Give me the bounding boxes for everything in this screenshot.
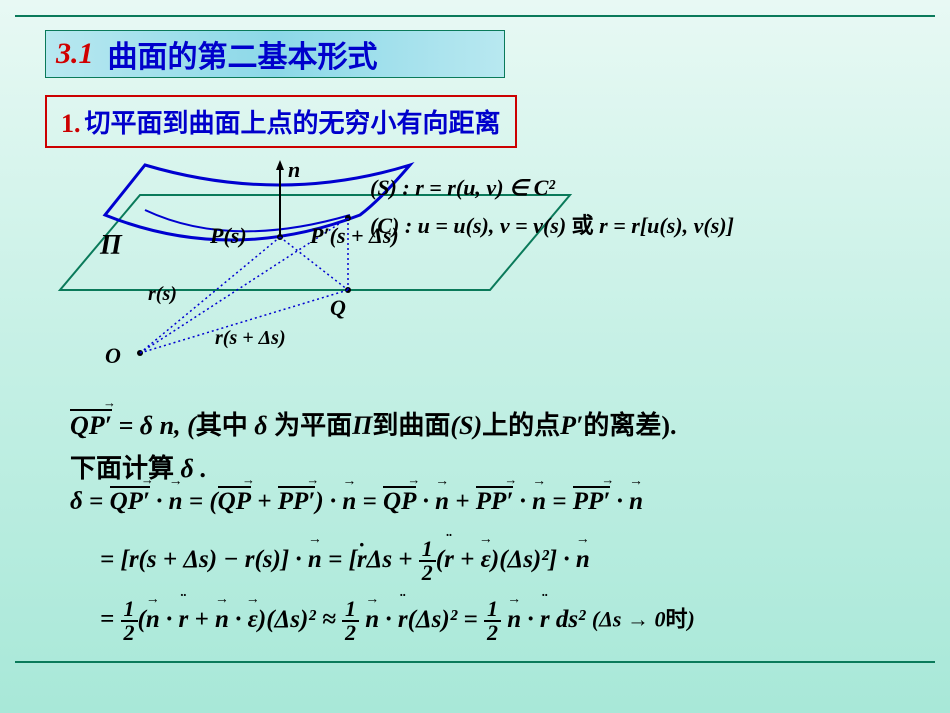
delta-sym: δ	[248, 411, 274, 440]
frac-half-1: 12	[419, 538, 436, 584]
title-text: 曲面的第二基本形式	[108, 32, 378, 76]
label-rsds: r(s + Δs)	[215, 327, 286, 350]
cn-daoqumian: 到曲面	[372, 411, 450, 440]
cn-weipingmian: 为平面	[274, 411, 352, 440]
title-bar: 3.1 曲面的第二基本形式	[45, 30, 505, 78]
s-sym: (S)	[450, 411, 482, 440]
vec-qp: QP	[218, 488, 251, 516]
paren-open: , (	[174, 411, 196, 440]
delta-eq: δ =	[70, 488, 110, 515]
dot-n-1: · n = (	[150, 488, 218, 515]
cn-xiamianjisuan: 下面计算	[70, 454, 174, 483]
subtitle-number: 1.	[61, 109, 81, 138]
vec-ppp-3: PP′	[573, 488, 611, 516]
vec-qp-2: QP	[383, 488, 416, 516]
limit-text: (Δs → 0时)	[592, 607, 695, 632]
eq5-start: =	[100, 606, 121, 633]
cn-qizhong: 其中	[196, 411, 248, 440]
vec-qpprime: QP′	[70, 411, 112, 441]
curve-def-r: r = r[u(s), v(s)]	[599, 213, 734, 238]
frac-half-4: 12	[484, 598, 501, 644]
plus-1: +	[251, 488, 278, 515]
derivation-line-2: 下面计算 δ .	[70, 448, 207, 485]
label-o: O	[105, 343, 121, 369]
derivation-line-3: δ = QP′ · n = (QP + PP′) · n = QP · n + …	[70, 488, 643, 516]
surface-def-2: (C) : u = u(s), v = v(s) 或 r = r[u(s), v…	[370, 208, 734, 240]
title-number: 3.1	[56, 37, 94, 71]
top-border	[15, 15, 935, 17]
pprime-sym: P′	[560, 411, 583, 440]
normal-arrowhead	[276, 160, 284, 170]
derivation-line-4: = [r(s + Δs) − r(s)] · n = [rΔs + 12(r +…	[100, 538, 590, 584]
cn-shangdedian: 上的点	[482, 411, 560, 440]
eq5-mid2: n · r(Δs)² =	[359, 606, 484, 633]
eq5-mid1: (n · r + n · ε)(Δs)² ≈	[138, 606, 343, 633]
pi-sym: Π	[352, 411, 372, 440]
eq-bracket: = [r(s + Δs) − r(s)] · n = [rΔs +	[100, 546, 419, 573]
cn-delicha: 的离差).	[583, 411, 676, 440]
vec-ppp: PP′	[278, 488, 316, 516]
label-n: n	[288, 157, 300, 183]
label-p: P(s)	[210, 223, 247, 249]
label-q: Q	[330, 295, 346, 321]
frac-half-2: 12	[121, 598, 138, 644]
dot-n-5: · n	[610, 488, 643, 515]
frac-half-3: 12	[342, 598, 359, 644]
eq5-end: n · r ds²	[501, 606, 592, 633]
eq-deltan: = δ n	[112, 411, 174, 440]
dot-n-4: · n =	[513, 488, 572, 515]
vec-qpp-3: QP′	[110, 488, 150, 516]
subtitle-text: 切平面到曲面上点的无穷小有向距离	[85, 109, 501, 138]
vec-ppp-2: PP′	[476, 488, 514, 516]
surface-def-1: (S) : r = r(u, v) ∈ C²	[370, 175, 555, 201]
bottom-border	[15, 661, 935, 663]
label-pi: Π	[100, 230, 122, 262]
or-text: 或	[572, 213, 594, 238]
rddot-eps: (r + ε)(Δs)²] · n	[436, 546, 590, 573]
label-rs: r(s)	[148, 283, 177, 306]
dot-n-3: · n +	[416, 488, 475, 515]
dot-n-2: ) · n =	[315, 488, 383, 515]
curve-def: (C) : u = u(s), v = v(s)	[370, 213, 566, 238]
derivation-line-1: QP′ = δ n, (其中 δ 为平面Π到曲面(S)上的点P′的离差).	[70, 405, 677, 442]
derivation-line-5: = 12(n · r + n · ε)(Δs)² ≈ 12 n · r(Δs)²…	[100, 598, 695, 644]
subtitle-box: 1. 切平面到曲面上点的无穷小有向距离	[45, 95, 517, 148]
